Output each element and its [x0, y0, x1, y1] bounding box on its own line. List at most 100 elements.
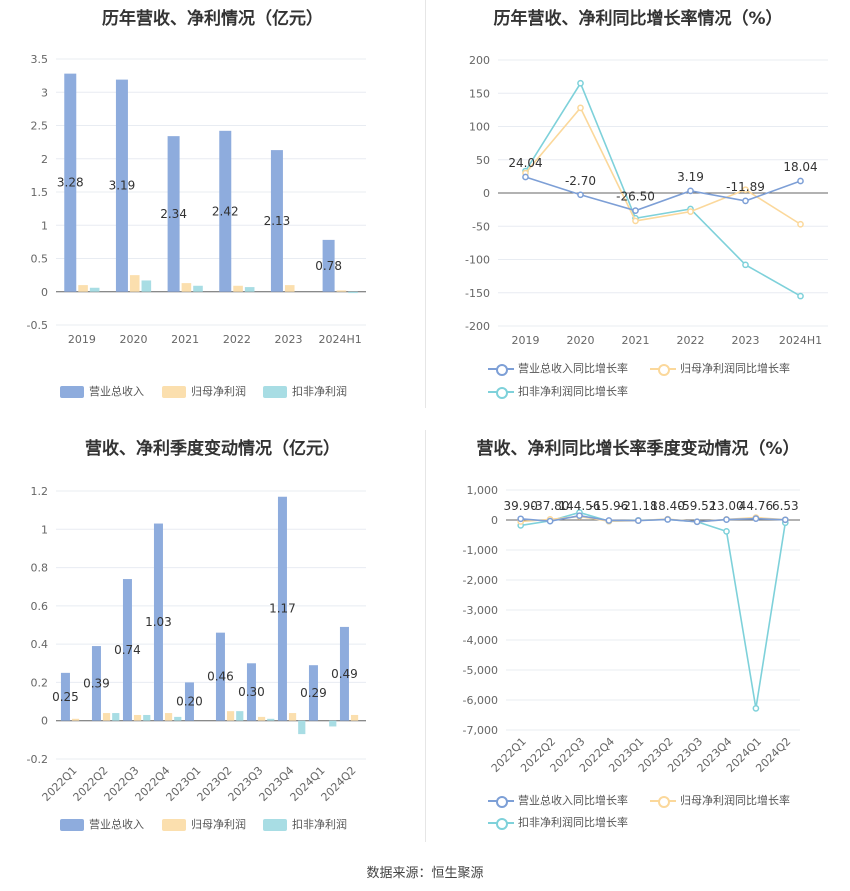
bar-net-profit — [129, 275, 140, 292]
y-tick-label: 50 — [476, 154, 490, 167]
data-point — [605, 517, 613, 524]
legend-label: 扣非净利润 — [292, 818, 347, 831]
y-tick-label: -0.2 — [27, 753, 48, 766]
bar-net-profit — [336, 290, 347, 292]
legend-item-deducted-profit[interactable]: 扣非净利润 — [263, 383, 347, 399]
legend-item-deducted-growth[interactable]: 扣非净利润同比增长率 — [488, 814, 628, 830]
data-label: -59.52 — [678, 499, 717, 513]
series-line — [524, 106, 801, 225]
legend-label: 营业总收入同比增长率 — [518, 794, 628, 807]
y-tick-label: -0.5 — [27, 319, 48, 332]
legend-swatch — [650, 795, 676, 808]
x-tick-label: 2020 — [567, 334, 595, 347]
data-label: 0.39 — [83, 676, 110, 690]
y-tick-label: 0 — [41, 715, 48, 728]
y-tick-label: 0.2 — [31, 676, 49, 689]
legend-item-revenue-growth[interactable]: 营业总收入同比增长率 — [488, 792, 628, 808]
data-point — [577, 104, 584, 112]
x-tick-label: 2024H1 — [319, 333, 362, 346]
y-tick-label: 1 — [41, 219, 48, 232]
legend-item-net-profit[interactable]: 归母净利润 — [162, 383, 246, 399]
legend-item-revenue[interactable]: 营业总收入 — [60, 816, 144, 832]
bar-net-profit — [102, 713, 111, 721]
series-line — [524, 81, 801, 297]
legend-item-net-profit[interactable]: 归母净利润 — [162, 816, 246, 832]
y-tick-label: -50 — [472, 220, 490, 233]
data-point — [632, 207, 639, 214]
y-tick-label: 1,000 — [467, 484, 499, 497]
bar-net-profit — [71, 718, 80, 721]
data-point — [797, 220, 804, 228]
annual-bar-chart: 3.5 3 2.5 2 1.5 1 0.5 0 -0.5 2019 2020 2021 2022 2023… — [27, 53, 366, 346]
data-point — [577, 191, 584, 199]
y-tick-label: -200 — [465, 320, 490, 333]
bar-deducted-profit — [329, 720, 337, 727]
data-point — [797, 292, 804, 300]
y-tick-label: 0 — [483, 187, 490, 200]
legend-swatch — [488, 817, 514, 830]
y-tick-label: 0 — [41, 286, 48, 299]
data-label: 0.29 — [300, 686, 327, 700]
legend-item-deducted-profit[interactable]: 扣非净利润 — [263, 816, 347, 832]
bar-deducted-profit — [244, 287, 255, 292]
y-tick-label: -150 — [465, 287, 490, 300]
bar-revenue — [219, 130, 232, 292]
data-point — [752, 705, 760, 712]
data-label: 1.17 — [269, 602, 296, 616]
legend-swatch — [162, 386, 186, 398]
y-tick-label: 0.8 — [31, 562, 49, 575]
x-tick-label: 2022 — [223, 333, 251, 346]
bar-deducted-profit — [174, 716, 182, 721]
data-label: 0.78 — [315, 259, 342, 273]
bar-deducted-profit — [298, 720, 306, 735]
data-label: 0.49 — [331, 667, 358, 681]
quarterly-bar-chart: 1.210.80.60.40.20-0.22022Q12022Q22022Q32… — [27, 485, 366, 804]
legend-item-revenue[interactable]: 营业总收入 — [60, 383, 144, 399]
bar-deducted-profit — [143, 714, 151, 721]
data-point — [664, 516, 672, 523]
x-tick-label: 2019 — [512, 334, 540, 347]
bar-revenue — [167, 136, 180, 292]
data-label: 3.19 — [109, 179, 136, 193]
bar-net-profit — [164, 713, 173, 721]
quarterly-growth-line-chart: 1,000 0 -1,000 -2,000 -3,000 -4,000 -5,000 -6,0… — [463, 484, 800, 775]
data-label: 2.42 — [212, 204, 239, 218]
legend-item-deducted-growth[interactable]: 扣非净利润同比增长率 — [488, 383, 628, 399]
legend-label: 营业总收入 — [89, 385, 144, 398]
series-line — [525, 176, 801, 212]
legend-item-net-profit-growth[interactable]: 归母净利润同比增长率 — [650, 360, 790, 376]
y-tick-label: -5,000 — [463, 664, 498, 677]
y-tick-label: -6,000 — [463, 694, 498, 707]
x-tick-label: 2019 — [68, 333, 96, 346]
chart-title: 营收、净利同比增长率季度变动情况（%） — [476, 439, 800, 459]
y-tick-label: -3,000 — [463, 604, 498, 617]
bar-revenue — [122, 579, 132, 721]
data-label: 0.30 — [238, 685, 265, 699]
data-label: 0.74 — [114, 643, 141, 657]
legend-item-net-profit-growth[interactable]: 归母净利润同比增长率 — [650, 792, 790, 808]
data-point — [693, 518, 701, 526]
legend-swatch — [650, 363, 676, 376]
data-label: 6.53 — [772, 499, 799, 513]
data-point — [634, 517, 642, 524]
data-label: -2.70 — [565, 174, 596, 188]
x-tick-label: 2024Q2 — [319, 764, 359, 804]
legend-item-revenue-growth[interactable]: 营业总收入同比增长率 — [488, 360, 628, 376]
legend-label: 扣非净利润同比增长率 — [518, 385, 628, 398]
data-label: -37.80 — [531, 499, 570, 513]
bar-deducted-profit — [236, 711, 244, 721]
data-point — [742, 186, 749, 194]
bar-revenue — [322, 239, 335, 292]
y-tick-label: -7,000 — [463, 724, 498, 737]
chart-title: 营收、净利季度变动情况（亿元） — [85, 439, 340, 459]
data-label: 2.34 — [160, 207, 187, 221]
data-label: 18.40 — [651, 499, 685, 513]
data-label: 0.20 — [176, 695, 203, 709]
y-tick-label: 0.5 — [31, 253, 49, 266]
legend-swatch — [488, 363, 514, 376]
x-tick-label: 2023 — [732, 334, 760, 347]
y-tick-label: 2.5 — [31, 120, 49, 133]
bar-deducted-profit — [89, 287, 100, 292]
data-label: 144.56 — [559, 499, 601, 513]
bar-deducted-profit — [348, 291, 358, 294]
